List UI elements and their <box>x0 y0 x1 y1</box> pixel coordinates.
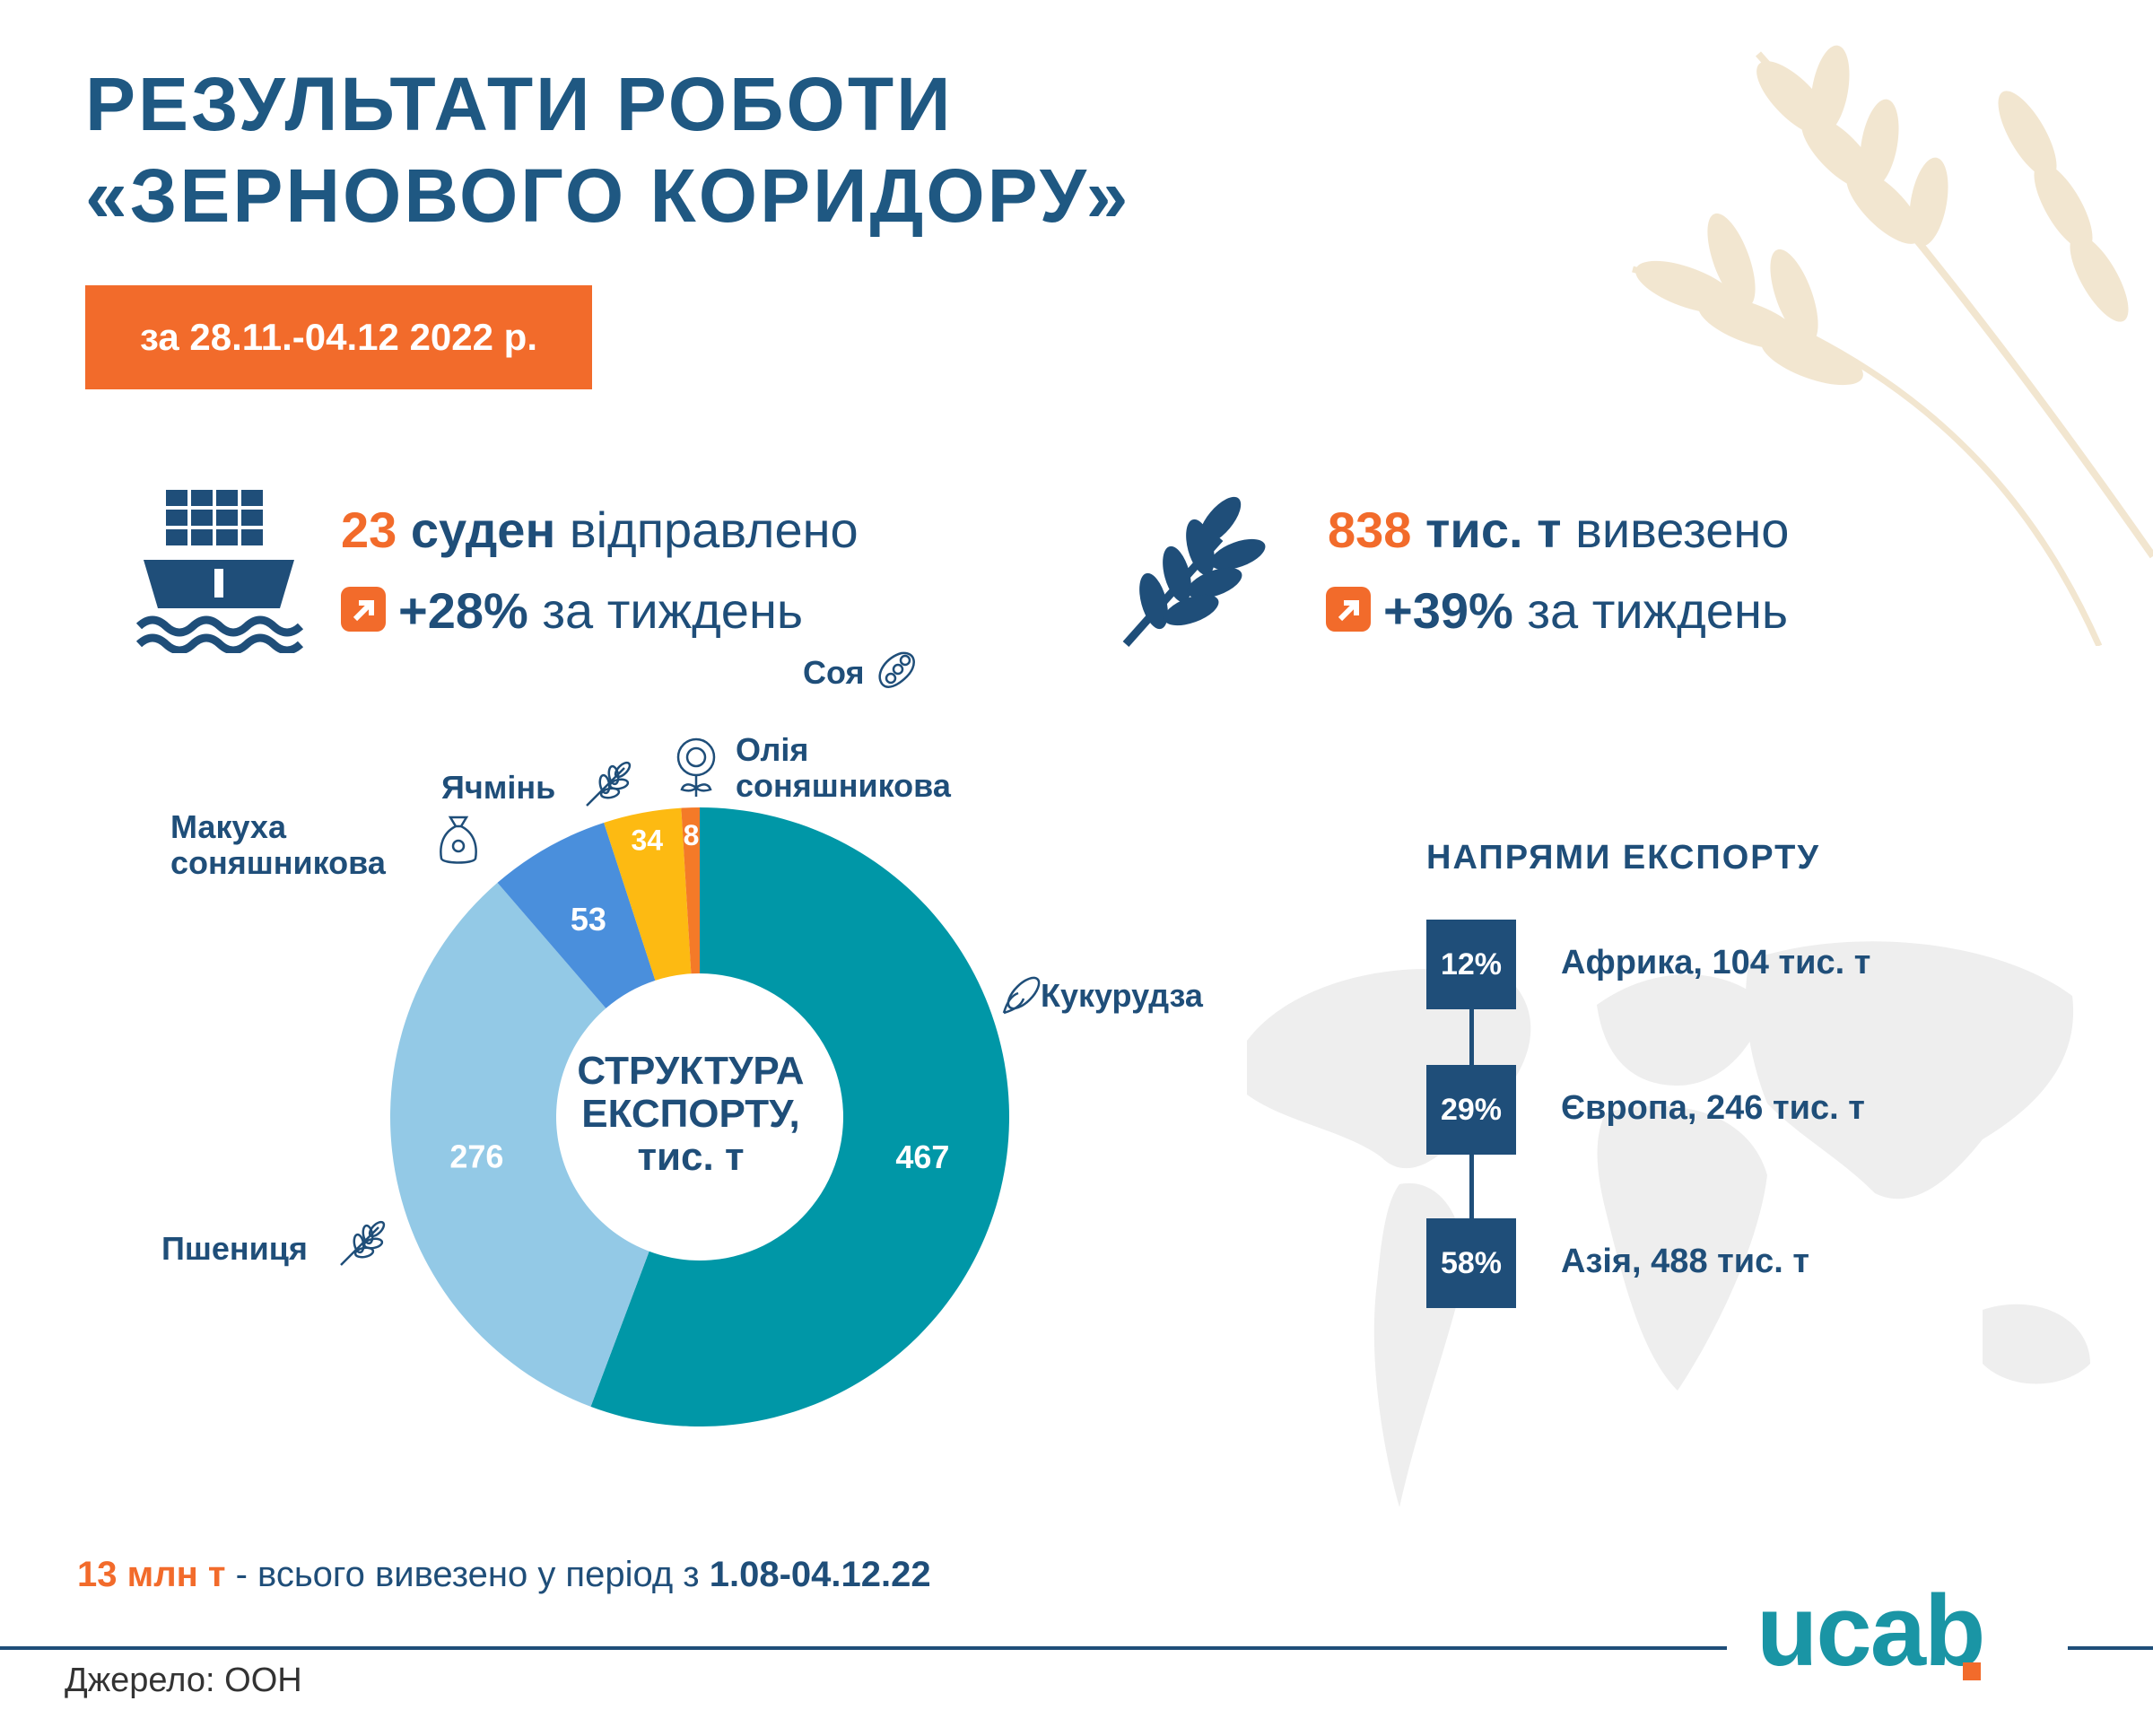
direction-europe-label: Європа, 246 тис. т <box>1561 1089 1865 1127</box>
total-period: 1.08-04.12.22 <box>709 1555 931 1594</box>
wheat-decoration-icon <box>1632 45 2153 646</box>
footer-divider-left <box>0 1646 1727 1650</box>
tonnage-text: вивезено <box>1575 502 1790 558</box>
label-cake: Макуха соняшникова <box>170 809 386 881</box>
donut-value-label-3: 34 <box>632 824 664 857</box>
label-corn: Кукурудза <box>1041 977 1203 1014</box>
label-barley: Ячмінь <box>441 769 556 806</box>
arrow-up-icon <box>1326 587 1371 632</box>
donut-slice-1 <box>389 882 649 1407</box>
direction-asia-label: Азія, 488 тис. т <box>1561 1243 1809 1280</box>
source-note: Джерело: ООН <box>65 1662 302 1699</box>
wheat-small-icon <box>340 1220 386 1266</box>
directions-title: НАПРЯМИ ЕКСПОРТУ <box>1426 839 1820 877</box>
direction-africa-pct: 12% <box>1426 920 1516 1009</box>
total-exported: 13 млн т - всього вивезено у період з 1.… <box>77 1555 931 1595</box>
label-cake-line-2: соняшникова <box>170 844 386 881</box>
label-wheat: Пшениця <box>161 1230 308 1267</box>
wheat-icon <box>1122 496 1266 647</box>
tonnage-number: 838 <box>1328 502 1412 558</box>
label-oil: Олія соняшникова <box>736 732 951 804</box>
direction-asia-pct: 58% <box>1426 1218 1516 1308</box>
label-soy: Соя <box>803 654 865 691</box>
donut-center-label: СТРУКТУРА ЕКСПОРТУ, тис. т <box>538 1050 843 1179</box>
sunflower-icon <box>676 737 716 797</box>
donut-value-label-1: 276 <box>449 1138 503 1174</box>
label-oil-line-1: Олія <box>736 731 809 768</box>
ships-number: 23 <box>341 502 397 558</box>
donut-value-label-4: 8 <box>684 819 700 851</box>
page-title: РЕЗУЛЬТАТИ РОБОТИ «ЗЕРНОВОГО КОРИДОРУ» <box>85 58 1130 241</box>
label-oil-line-2: соняшникова <box>736 767 951 804</box>
tonnage-change-value: +39% <box>1383 582 1513 639</box>
barley-icon <box>586 761 632 807</box>
tonnage-unit: тис. т <box>1425 502 1562 558</box>
ships-change-value: +28% <box>398 582 528 639</box>
export-structure-donut-chart: 467 276 53 34 8 <box>389 807 1009 1426</box>
ships-change: +28% за тиждень <box>341 581 803 640</box>
ships-stat: 23 суден відправлено <box>341 501 859 559</box>
arrow-up-icon <box>341 587 386 632</box>
ships-unit: суден <box>410 502 556 558</box>
tonnage-stat: 838 тис. т вивезено <box>1328 501 1789 559</box>
donut-slice-2 <box>497 822 656 1008</box>
donut-value-label-2: 53 <box>571 901 606 938</box>
donut-value-label-0: 467 <box>895 1138 949 1175</box>
ships-text: відправлено <box>569 502 859 558</box>
period-badge: за 28.11.-04.12 2022 р. <box>85 285 592 389</box>
title-line-1: РЕЗУЛЬТАТИ РОБОТИ <box>85 62 954 146</box>
direction-europe-pct: 29% <box>1426 1065 1516 1155</box>
logo-accent-dot <box>1963 1662 1981 1680</box>
donut-center-line-2: ЕКСПОРТУ, <box>581 1092 800 1136</box>
tonnage-change-text: за тиждень <box>1527 582 1789 639</box>
title-line-2: «ЗЕРНОВОГО КОРИДОРУ» <box>85 153 1131 238</box>
donut-center-line-3: тис. т <box>637 1135 745 1179</box>
footer-divider-right <box>2068 1646 2153 1650</box>
donut-center-line-1: СТРУКТУРА <box>577 1049 805 1093</box>
sack-icon <box>440 816 477 864</box>
total-value: 13 млн т <box>77 1555 226 1594</box>
donut-slice-4 <box>681 807 700 974</box>
cargo-ship-icon <box>135 490 304 653</box>
ucab-logo: ucab <box>1756 1575 1985 1687</box>
direction-africa-label: Африка, 104 тис. т <box>1561 944 1871 981</box>
label-cake-line-1: Макуха <box>170 808 286 845</box>
tonnage-change: +39% за тиждень <box>1326 581 1788 640</box>
soybean-icon <box>878 651 915 688</box>
total-text: - всього вивезено у період з <box>225 1555 710 1594</box>
corn-icon <box>1002 976 1041 1015</box>
donut-slice-3 <box>604 807 692 981</box>
world-map-icon <box>1247 941 2090 1507</box>
ships-change-text: за тиждень <box>542 582 804 639</box>
donut-slice-0 <box>590 807 1009 1426</box>
